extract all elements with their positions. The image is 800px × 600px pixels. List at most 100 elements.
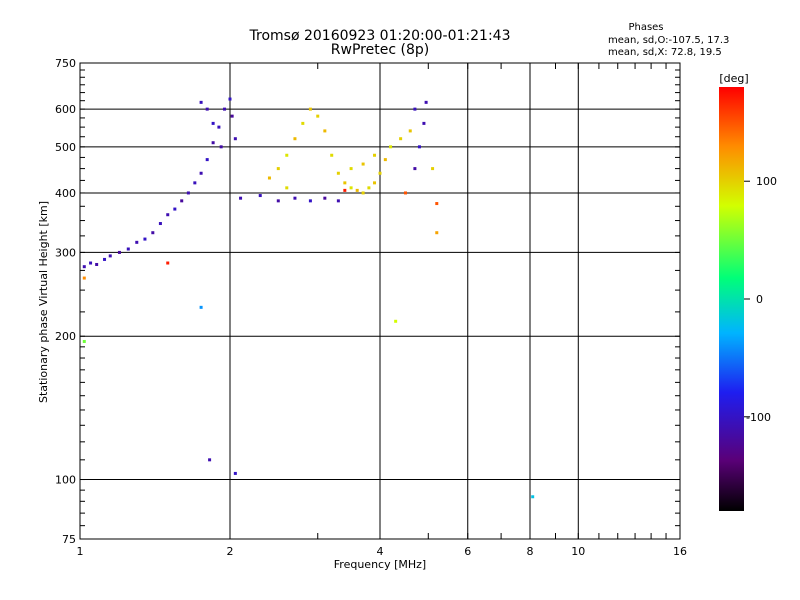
data-point [208, 458, 212, 462]
data-point [158, 222, 162, 226]
data-point [186, 191, 190, 195]
data-point [435, 202, 439, 206]
chart-subtitle: RwPretec (8p) [331, 42, 429, 58]
data-point [276, 167, 280, 171]
data-point [199, 171, 203, 175]
data-point [285, 153, 289, 157]
x-tick-label: 10 [571, 545, 585, 558]
x-axis-label: Frequency [MHz] [334, 558, 426, 571]
data-point [230, 114, 234, 118]
data-point [108, 254, 112, 258]
colorbar-tick-label: 100 [756, 175, 777, 188]
data-point [143, 237, 147, 241]
data-point [89, 261, 93, 265]
data-point [117, 250, 121, 254]
data-points [82, 97, 535, 499]
data-point [424, 100, 428, 104]
data-point [431, 167, 435, 171]
colorbar [719, 87, 744, 511]
x-tick-label: 6 [464, 545, 471, 558]
stats-line-x: mean, sd,X: 72.8, 19.5 [608, 47, 722, 58]
data-point [211, 121, 215, 125]
data-point [408, 129, 412, 133]
data-point [267, 176, 271, 180]
x-tick-labels: 1 2 4 6 8 10 16 [77, 545, 688, 558]
y-tick-label: 300 [55, 246, 76, 259]
data-point [223, 107, 227, 111]
y-tick-labels: 75 100 200 300 400 500 600 750 [55, 57, 76, 546]
data-point [239, 196, 243, 200]
data-point [82, 339, 86, 343]
data-point [361, 191, 365, 195]
data-point [355, 188, 359, 192]
data-point [422, 121, 426, 125]
data-point [373, 153, 377, 157]
data-point [308, 199, 312, 203]
data-point [219, 145, 223, 149]
data-point [403, 191, 407, 195]
data-point [126, 247, 130, 251]
data-point [293, 196, 297, 200]
data-point [413, 167, 417, 171]
data-point [323, 129, 327, 133]
y-tick-label: 750 [55, 57, 76, 70]
data-point [199, 305, 203, 309]
y-tick-label: 400 [55, 187, 76, 200]
data-point [336, 199, 340, 203]
data-point [323, 196, 327, 200]
data-point [228, 97, 232, 101]
data-point [308, 107, 312, 111]
data-point [103, 257, 107, 261]
data-point [343, 188, 347, 192]
y-tick-label: 75 [62, 533, 76, 546]
colorbar-label: [deg] [719, 72, 748, 85]
data-point [399, 137, 403, 141]
chart-title: Tromsø 20160923 01:20:00-01:21:43 [249, 28, 511, 44]
data-point [361, 162, 365, 166]
data-point [394, 319, 398, 323]
data-point [383, 158, 387, 162]
data-point [205, 107, 209, 111]
data-point [82, 265, 86, 269]
data-point [217, 125, 221, 129]
data-point [193, 181, 197, 185]
data-point [343, 181, 347, 185]
data-point [316, 114, 320, 118]
data-point [233, 137, 237, 141]
x-tick-label: 1 [77, 545, 84, 558]
data-point [82, 276, 86, 280]
x-tick-label: 4 [377, 545, 384, 558]
colorbar-tick-label: -100 [746, 411, 771, 424]
data-point [199, 100, 203, 104]
data-point [435, 231, 439, 235]
data-point [417, 145, 421, 149]
data-point [301, 121, 305, 125]
y-tick-label: 100 [55, 474, 76, 487]
data-point [166, 261, 170, 265]
data-point [330, 153, 334, 157]
data-point [293, 137, 297, 141]
x-tick-label: 2 [227, 545, 234, 558]
data-point [180, 199, 184, 203]
grid-lines [80, 63, 680, 539]
colorbar-tick-label: 0 [756, 293, 763, 306]
y-axis-label: Stationary phase Virtual Height [km] [37, 201, 50, 403]
x-tick-label: 8 [527, 545, 534, 558]
data-point [258, 194, 262, 198]
y-tick-label: 600 [55, 103, 76, 116]
x-tick-label: 16 [673, 545, 687, 558]
data-point [531, 495, 535, 499]
data-point [378, 171, 382, 175]
colorbar-ticks: -100 0 100 [744, 175, 777, 424]
data-point [413, 107, 417, 111]
data-point [349, 186, 353, 190]
data-point [233, 471, 237, 475]
data-point [276, 199, 280, 203]
stats-line-o: mean, sd,O:-107.5, 17.3 [608, 35, 729, 46]
y-tick-label: 200 [55, 330, 76, 343]
data-point [367, 186, 371, 190]
data-point [151, 231, 155, 235]
stats-header: Phases [628, 22, 663, 33]
data-point [135, 240, 139, 244]
